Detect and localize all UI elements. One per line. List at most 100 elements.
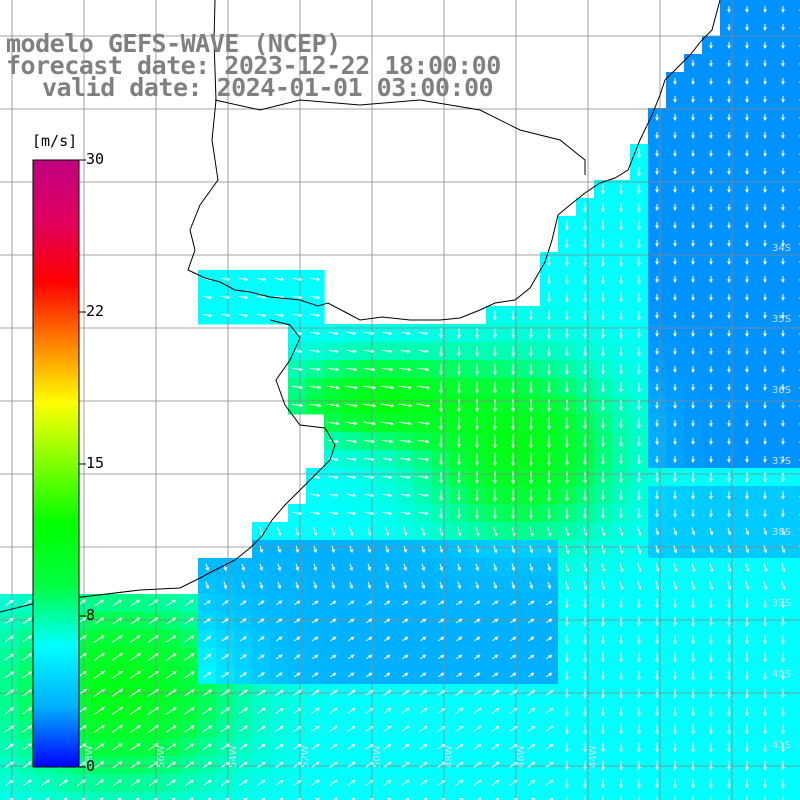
wind-arrow [529,381,533,394]
wind-speed-cell [612,792,631,800]
wind-arrow [763,384,767,392]
wind-arrow [745,24,749,32]
wind-arrow [745,472,749,483]
wind-arrow [727,688,731,699]
wind-arrow [655,348,659,356]
wind-speed-cell [792,648,800,667]
wind-arrow [583,616,587,627]
wind-arrow [4,689,15,697]
wind-arrow [366,636,373,642]
wind-arrow [727,670,731,681]
wind-arrow [619,418,623,429]
longitude-label: 50W [372,745,383,768]
wind-arrow [259,545,264,554]
wind-arrow [781,760,785,771]
wind-speed-cell [792,108,800,127]
wind-arrow [727,706,731,717]
wind-arrow [601,508,605,519]
wind-arrow [202,689,213,697]
wind-arrow [112,617,123,625]
wind-arrow [292,689,302,697]
wind-arrow [312,600,319,606]
wind-arrow [565,310,569,321]
wind-arrow [583,688,587,699]
wind-arrow [239,618,247,624]
wind-arrow [439,489,443,502]
wind-arrow [184,725,195,733]
wind-arrow [637,184,641,195]
wind-speed-cell [162,792,181,800]
wind-arrow [745,384,749,392]
wind-arrow [745,204,749,212]
wind-arrow [129,688,142,698]
wind-speed-cell [108,792,127,800]
wind-arrow [511,310,515,321]
wind-arrow [401,761,410,768]
wind-arrow [565,526,570,537]
wind-arrow [673,706,677,717]
wind-arrow [456,654,463,660]
wind-arrow [565,489,569,502]
wind-arrow [763,168,767,176]
wind-arrow [293,707,302,715]
wind-speed-cell [630,792,649,800]
wind-arrow [601,580,606,591]
wind-speed-cell [792,792,800,800]
wind-arrow [112,743,123,751]
wind-arrow [691,598,695,609]
wind-arrow [457,545,462,554]
wind-arrow [511,452,515,467]
wind-arrow [565,580,570,591]
wind-arrow [727,24,731,32]
wind-arrow [475,416,479,431]
wind-arrow [727,276,731,284]
wind-arrow [763,616,767,627]
wind-arrow [403,545,408,554]
wind-arrow [220,761,230,769]
wind-arrow [619,472,623,483]
wind-arrow [529,434,533,449]
wind-arrow [511,581,516,590]
wind-arrow [420,672,427,678]
wind-arrow [256,277,267,282]
wind-arrow [403,581,407,590]
wind-arrow [527,689,536,696]
wind-arrow [781,24,785,32]
wind-arrow [22,779,32,787]
wind-arrow [727,527,732,536]
wind-arrow [637,364,641,375]
wind-arrow [673,294,677,302]
wind-arrow [310,475,321,480]
wind-arrow [655,276,659,284]
wind-arrow [292,331,303,336]
wind-arrow [601,364,605,375]
wind-arrow [709,456,713,464]
wind-arrow [655,778,659,789]
wind-arrow [4,779,14,787]
wind-arrow [313,563,317,572]
wind-arrow [276,600,283,606]
wind-arrow [781,688,785,699]
wind-arrow [4,743,14,751]
wind-arrow [727,491,731,500]
wind-speed-cell [36,792,55,800]
wind-arrow [93,725,105,733]
wind-arrow [619,580,624,591]
wind-speed-cell [792,36,800,55]
wind-arrow [709,706,713,717]
wind-arrow [457,416,461,431]
wind-arrow [40,779,50,787]
wind-arrow [493,452,497,467]
wind-arrow [547,545,552,554]
wind-arrow [565,292,569,303]
wind-arrow [311,779,320,786]
wind-arrow [385,563,389,572]
wind-speed-cell [216,792,235,800]
wind-arrow [130,743,141,751]
wind-arrow [165,671,177,679]
wind-arrow [364,457,375,462]
wind-arrow [691,258,695,266]
wind-arrow [344,385,359,390]
wind-arrow [345,367,358,372]
wind-arrow [547,274,551,285]
